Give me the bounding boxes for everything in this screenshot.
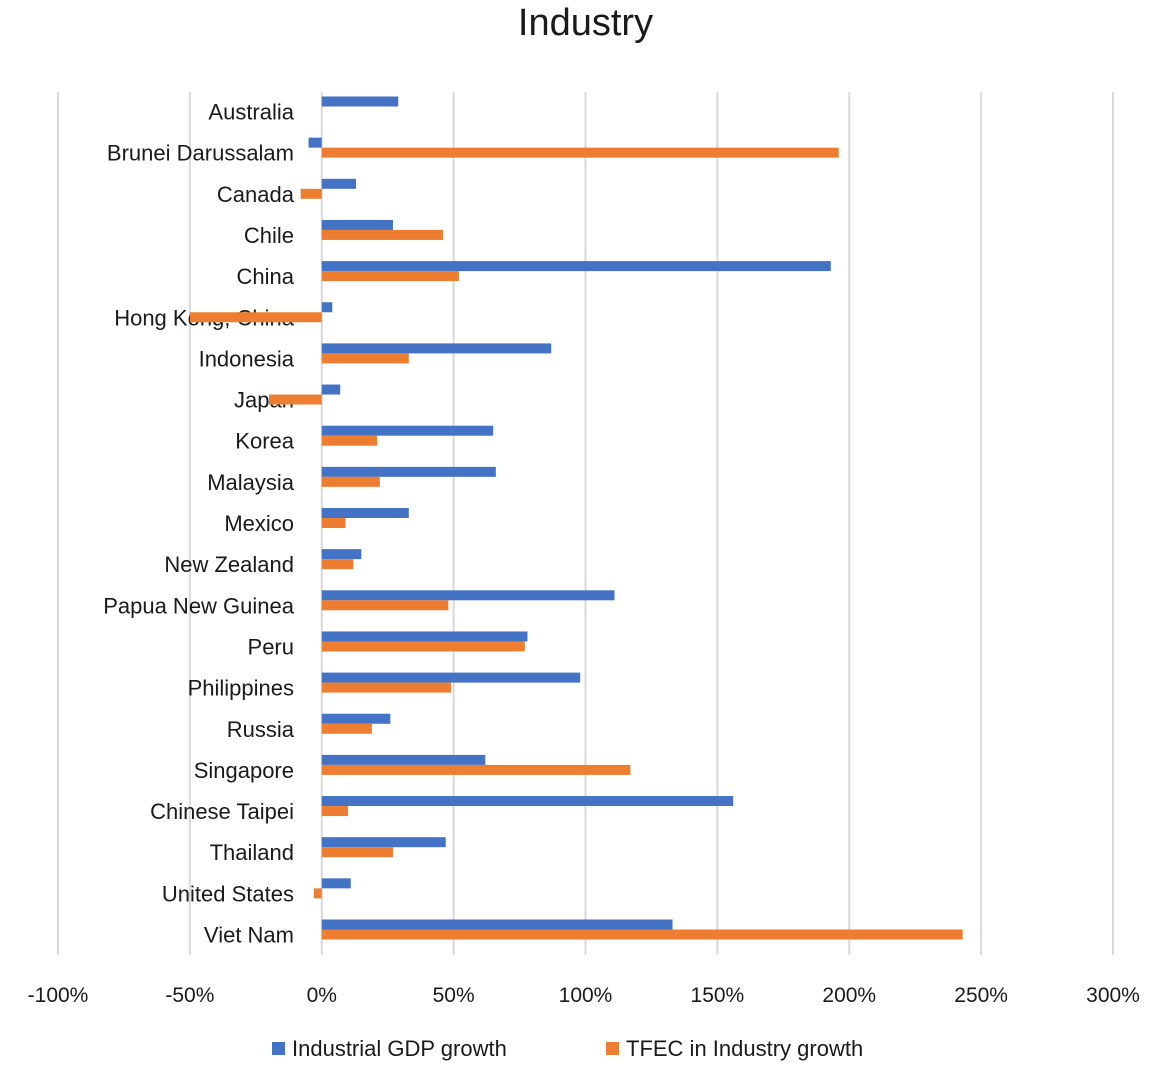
- bar-tfec-industry-growth: [313, 888, 322, 899]
- bar-tfec-industry-growth: [321, 929, 963, 940]
- bar-tfec-industry-growth: [321, 518, 346, 528]
- category-label: Malaysia: [207, 470, 295, 495]
- bar-tfec-industry-growth: [189, 312, 322, 323]
- legend-swatch: [606, 1042, 619, 1055]
- x-tick-label: 100%: [559, 984, 613, 1007]
- legend: Industrial GDP growth TFEC in Industry gr…: [272, 1036, 863, 1061]
- category-labels: Australia Brunei Darussalam Canada Chile Chi…: [103, 100, 295, 948]
- x-tick-label: 300%: [1086, 984, 1140, 1007]
- bar-tfec-industry-growth: [321, 435, 378, 446]
- bar-industrial-gdp-growth: [321, 178, 357, 189]
- bar-tfec-industry-growth: [321, 806, 349, 817]
- category-label: Korea: [235, 429, 294, 454]
- category-label: Papua New Guinea: [103, 593, 295, 618]
- x-tick-label: 150%: [691, 984, 745, 1007]
- bar-industrial-gdp-growth: [321, 343, 552, 354]
- bar-industrial-gdp-growth: [321, 425, 494, 436]
- bar-industrial-gdp-growth: [308, 137, 322, 148]
- bar-industrial-gdp-growth: [321, 219, 393, 230]
- category-label: Canada: [217, 182, 295, 207]
- bar-industrial-gdp-growth: [321, 631, 528, 642]
- bar-tfec-industry-growth: [321, 353, 409, 364]
- bar-tfec-industry-growth: [321, 271, 459, 282]
- x-tick-label: 0%: [307, 984, 337, 1007]
- category-label: Brunei Darussalam: [107, 141, 294, 166]
- category-label: Viet Nam: [204, 923, 294, 948]
- x-axis-ticks: -100% -50% 0% 50% 100% 150% 200% 250% 300%: [28, 984, 1140, 1007]
- bar-industrial-gdp-growth: [321, 261, 831, 272]
- bar-industrial-gdp-growth: [321, 466, 496, 477]
- x-tick-label: -50%: [165, 984, 214, 1007]
- bar-tfec-industry-growth: [321, 476, 380, 487]
- category-label: China: [237, 264, 295, 289]
- bar-industrial-gdp-growth: [321, 384, 341, 395]
- bar-industrial-gdp-growth: [321, 302, 333, 313]
- bar-tfec-industry-growth: [321, 764, 631, 775]
- gridlines: [57, 92, 1114, 955]
- bar-tfec-industry-growth: [321, 559, 354, 570]
- bar-industrial-gdp-growth: [321, 590, 615, 601]
- x-tick-label: 250%: [954, 984, 1008, 1007]
- bar-tfec-industry-growth: [321, 641, 525, 652]
- bar-industrial-gdp-growth: [321, 878, 351, 889]
- bar-industrial-gdp-growth: [321, 754, 486, 765]
- bar-industrial-gdp-growth: [321, 837, 446, 848]
- bar-tfec-industry-growth: [321, 600, 449, 611]
- bar-tfec-industry-growth: [321, 229, 444, 240]
- bar-tfec-industry-growth: [300, 188, 322, 199]
- legend-label: TFEC in Industry growth: [626, 1036, 863, 1061]
- bars: [189, 96, 963, 940]
- bar-industrial-gdp-growth: [321, 508, 409, 518]
- legend-swatch: [272, 1042, 285, 1055]
- category-label: Russia: [227, 717, 295, 742]
- bar-industrial-gdp-growth: [321, 549, 362, 560]
- x-tick-label: -100%: [28, 984, 89, 1007]
- bar-tfec-industry-growth: [321, 847, 393, 858]
- legend-label: Industrial GDP growth: [292, 1036, 507, 1061]
- category-label: Peru: [248, 634, 294, 659]
- category-label: Philippines: [188, 676, 294, 701]
- bar-industrial-gdp-growth: [321, 919, 673, 930]
- bar-industrial-gdp-growth: [321, 713, 391, 724]
- chart-title: Industry: [517, 2, 654, 44]
- category-label: Chile: [244, 223, 294, 248]
- category-label: Thailand: [210, 840, 294, 865]
- category-label: Australia: [208, 100, 294, 125]
- category-label: New Zealand: [164, 552, 294, 577]
- category-label: Indonesia: [199, 346, 295, 371]
- category-label: Chinese Taipei: [150, 799, 294, 824]
- bar-industrial-gdp-growth: [321, 96, 399, 107]
- category-label: United States: [162, 881, 294, 906]
- bar-industrial-gdp-growth: [321, 672, 581, 683]
- x-tick-label: 200%: [822, 984, 876, 1007]
- category-label: Singapore: [194, 758, 294, 783]
- category-label: Mexico: [224, 511, 294, 536]
- bar-tfec-industry-growth: [321, 682, 451, 693]
- bar-tfec-industry-growth: [321, 723, 372, 734]
- x-tick-label: 50%: [433, 984, 475, 1007]
- bar-tfec-industry-growth: [269, 394, 322, 405]
- bar-tfec-industry-growth: [321, 147, 839, 158]
- bar-industrial-gdp-growth: [321, 796, 734, 807]
